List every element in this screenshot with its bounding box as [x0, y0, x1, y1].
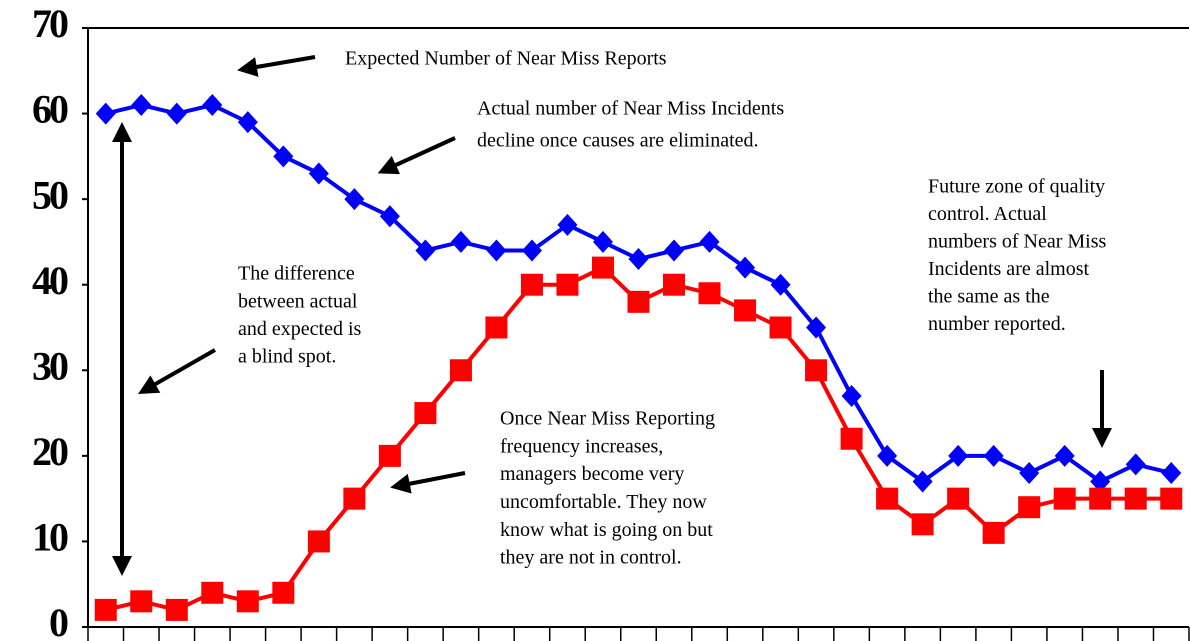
marker	[414, 402, 437, 425]
arrow	[390, 471, 466, 494]
marker	[1054, 444, 1075, 467]
marker	[982, 521, 1005, 544]
marker	[557, 213, 578, 236]
annotation: Future zone of quality	[928, 176, 1105, 198]
annotation: Expected Number of Near Miss Reports	[345, 48, 667, 70]
marker	[130, 590, 153, 613]
y-tick-label: 0	[49, 600, 68, 641]
marker	[877, 444, 898, 467]
marker	[344, 188, 365, 211]
marker	[948, 444, 969, 467]
annotation: uncomfortable. They now	[500, 491, 707, 513]
annotation: Actual number of Near Miss Incidents	[477, 98, 784, 120]
annotation: they are not in control.	[500, 547, 682, 569]
y-tick-label: 20	[32, 429, 68, 474]
y-tick-label: 60	[32, 87, 68, 132]
annotation: Once Near Miss Reporting	[500, 408, 715, 430]
marker	[202, 94, 223, 117]
marker	[307, 530, 330, 553]
marker	[663, 273, 686, 296]
marker	[734, 299, 757, 322]
marker	[947, 487, 970, 510]
marker	[485, 316, 508, 339]
annotation: Incidents are almost	[928, 258, 1089, 280]
marker	[911, 513, 934, 536]
annotation: decline once causes are eliminated.	[477, 130, 759, 152]
marker	[841, 384, 862, 407]
marker	[983, 444, 1004, 467]
marker	[735, 256, 756, 279]
marker	[912, 470, 933, 493]
marker	[627, 290, 650, 313]
annotation: The difference	[238, 263, 355, 285]
annotation: and expected is	[238, 318, 361, 340]
marker	[1089, 487, 1112, 510]
marker	[840, 427, 863, 450]
marker	[95, 102, 116, 125]
marker	[698, 282, 721, 305]
marker	[131, 94, 152, 117]
marker	[415, 239, 436, 262]
marker	[94, 598, 117, 621]
marker	[272, 581, 295, 604]
y-tick-label: 50	[32, 172, 68, 217]
marker	[628, 248, 649, 271]
marker	[166, 102, 187, 125]
marker	[664, 239, 685, 262]
annotation: control. Actual	[928, 203, 1047, 225]
arrow	[138, 348, 216, 394]
arrows	[112, 55, 1112, 576]
marker	[591, 256, 614, 279]
marker	[237, 111, 258, 134]
marker	[308, 162, 329, 185]
annotation: a blind spot.	[238, 346, 336, 368]
annotation: numbers of Near Miss	[928, 231, 1107, 253]
marker	[699, 230, 720, 253]
marker	[236, 590, 259, 613]
annotation: between actual	[238, 290, 358, 312]
marker	[1125, 453, 1146, 476]
annotation: managers become very	[500, 463, 684, 485]
marker	[449, 359, 472, 382]
marker	[769, 316, 792, 339]
marker	[1161, 461, 1182, 484]
y-tick-label: 70	[32, 1, 68, 46]
marker	[273, 145, 294, 168]
annotation: know what is going on but	[500, 519, 713, 541]
annotation: number reported.	[928, 313, 1066, 335]
y-tick-label: 40	[32, 258, 68, 303]
marker	[1018, 496, 1041, 519]
marker	[806, 316, 827, 339]
marker	[592, 230, 613, 253]
annotation: frequency increases,	[500, 435, 663, 457]
marker	[201, 581, 224, 604]
marker	[520, 273, 543, 296]
marker	[378, 444, 401, 467]
marker	[343, 487, 366, 510]
marker	[1160, 487, 1183, 510]
marker	[379, 205, 400, 228]
marker	[450, 230, 471, 253]
marker	[1053, 487, 1076, 510]
marker	[1019, 461, 1040, 484]
marker	[556, 273, 579, 296]
marker	[521, 239, 542, 262]
marker	[165, 598, 188, 621]
y-tick-label: 30	[32, 343, 68, 388]
y-tick-label: 10	[32, 515, 68, 560]
marker	[805, 359, 828, 382]
marker	[1090, 470, 1111, 493]
marker	[876, 487, 899, 510]
marker	[486, 239, 507, 262]
annotation: the same as the	[928, 286, 1050, 308]
marker	[1124, 487, 1147, 510]
arrow	[237, 55, 316, 77]
marker	[770, 273, 791, 296]
arrow	[377, 136, 456, 175]
